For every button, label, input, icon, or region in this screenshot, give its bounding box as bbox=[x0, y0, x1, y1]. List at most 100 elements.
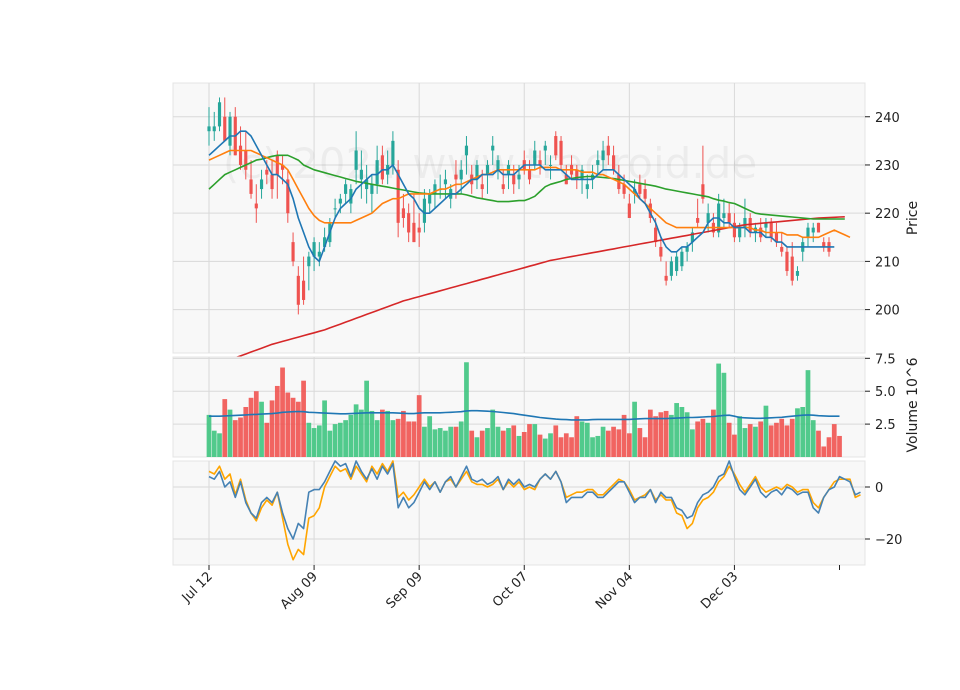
volume-bar bbox=[558, 437, 564, 457]
candle-body bbox=[317, 251, 321, 257]
volume-bar bbox=[726, 422, 732, 457]
candle-body bbox=[485, 164, 490, 175]
volume-bar bbox=[369, 410, 375, 457]
candle-body bbox=[612, 155, 616, 170]
volume-bar bbox=[437, 428, 443, 457]
volume-bar bbox=[747, 424, 753, 457]
candle-body bbox=[238, 145, 243, 165]
candle-body bbox=[207, 126, 211, 132]
volume-bar bbox=[474, 437, 480, 457]
volume-bar bbox=[464, 362, 469, 457]
candle-body bbox=[806, 227, 810, 238]
x-tick-label: Jul 12 bbox=[179, 569, 216, 606]
candle-body bbox=[627, 203, 631, 218]
candle-body bbox=[254, 203, 258, 209]
candle-body bbox=[680, 251, 684, 267]
volume-bar bbox=[705, 422, 711, 457]
volume-bar bbox=[763, 405, 769, 457]
x-tick-label: Nov 04 bbox=[593, 569, 636, 612]
volume-bar bbox=[422, 426, 427, 457]
ma-short-line bbox=[208, 130, 835, 263]
volume-bar bbox=[411, 421, 417, 457]
volume-bar bbox=[768, 425, 774, 457]
candle-body bbox=[643, 189, 647, 199]
volume-panel: 2.5 5.0 7.5 bbox=[172, 352, 896, 458]
volume-bar bbox=[774, 422, 779, 457]
candle-body bbox=[422, 198, 426, 223]
x-tick-label: Aug 09 bbox=[278, 569, 321, 612]
volume-bar bbox=[285, 392, 291, 457]
volume-bar bbox=[500, 430, 506, 457]
volume-bar bbox=[374, 420, 380, 457]
candle-body bbox=[669, 261, 673, 276]
volume-bar bbox=[690, 429, 695, 457]
candle-body bbox=[280, 164, 285, 170]
candle-body bbox=[338, 198, 342, 204]
candle-body bbox=[527, 169, 532, 180]
candle-body bbox=[212, 126, 216, 132]
candle-body bbox=[795, 271, 800, 276]
candle-body bbox=[811, 227, 815, 233]
x-tick-label: Sep 09 bbox=[383, 569, 426, 612]
candle-body bbox=[722, 213, 726, 218]
candle-body bbox=[543, 145, 547, 151]
candle-body bbox=[359, 169, 363, 180]
candle-body bbox=[249, 179, 253, 194]
volume-bar bbox=[453, 426, 459, 457]
volume-bar bbox=[548, 433, 553, 457]
volume-tick-label: 5.0 bbox=[875, 385, 896, 400]
candle-body bbox=[270, 174, 274, 190]
volume-bar bbox=[821, 446, 827, 457]
volume-bar bbox=[732, 434, 737, 457]
volume-bar bbox=[742, 428, 748, 457]
volume-bar bbox=[306, 422, 312, 457]
volume-ma-line bbox=[209, 409, 840, 421]
volume-bar bbox=[542, 438, 548, 457]
candle-body bbox=[585, 184, 589, 190]
volume-bar bbox=[401, 410, 406, 457]
volume-bar bbox=[837, 435, 842, 457]
volume-bar bbox=[259, 401, 264, 457]
volume-bar bbox=[737, 416, 743, 457]
volume-bar bbox=[789, 418, 795, 457]
volume-bar bbox=[521, 432, 527, 457]
volume-bar bbox=[574, 416, 580, 457]
volume-bar bbox=[479, 430, 485, 457]
x-axis: Jul 12 Aug 09 Sep 09 Oct 07 Nov 04 Dec 03 bbox=[179, 565, 841, 612]
volume-bar bbox=[605, 430, 611, 457]
oscillator-series-a-line bbox=[208, 460, 861, 540]
candle-body bbox=[302, 280, 306, 300]
candle-body bbox=[690, 232, 694, 243]
candle-body bbox=[816, 222, 821, 233]
candle-body bbox=[380, 155, 384, 180]
price-tick-label: 210 bbox=[875, 255, 900, 270]
candle-body bbox=[307, 256, 311, 267]
volume-bar bbox=[390, 420, 396, 457]
volume-bar bbox=[343, 420, 348, 457]
volume-bar bbox=[211, 430, 217, 457]
candle-body bbox=[407, 213, 411, 233]
volume-bar bbox=[569, 437, 574, 457]
volume-bar bbox=[253, 391, 259, 457]
oscillator-panel: 0 −20 bbox=[172, 460, 902, 566]
candle-body bbox=[654, 227, 658, 243]
volume-bar bbox=[458, 421, 464, 457]
price-tick-label: 230 bbox=[875, 159, 900, 174]
price-tick-label: 220 bbox=[875, 207, 900, 222]
candle-body bbox=[664, 275, 668, 281]
candle-body bbox=[344, 184, 348, 194]
oscillator-tick-label: 0 bbox=[875, 481, 883, 496]
candle-body bbox=[743, 218, 747, 228]
candle-body bbox=[275, 155, 279, 175]
candle-body bbox=[785, 251, 789, 272]
candle-body bbox=[517, 174, 521, 180]
volume-bar bbox=[674, 403, 679, 457]
price-panel: 200 210 220 230 240 (c) 2024 www.tradroid.de bbox=[172, 82, 900, 369]
volume-bar bbox=[784, 425, 790, 457]
candle-body bbox=[375, 160, 379, 185]
volume-bar bbox=[348, 414, 354, 457]
volume-bar bbox=[637, 428, 643, 457]
candle-body bbox=[296, 275, 300, 305]
volume-bar bbox=[590, 437, 595, 457]
